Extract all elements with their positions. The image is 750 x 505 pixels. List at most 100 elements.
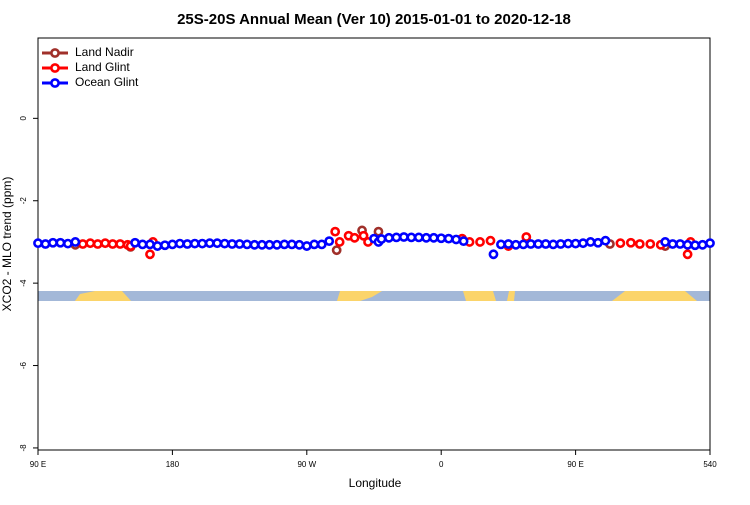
- point: [485, 235, 496, 246]
- point: [137, 239, 148, 250]
- point: [33, 238, 43, 249]
- point: [115, 239, 126, 249]
- land-strip: [612, 291, 697, 301]
- point: [682, 249, 693, 260]
- land-strip: [507, 291, 515, 301]
- point: [301, 241, 312, 251]
- point: [705, 238, 715, 249]
- point: [406, 232, 417, 243]
- y-tick-label: 0: [19, 116, 28, 121]
- point: [40, 239, 51, 249]
- point: [488, 249, 499, 260]
- point: [667, 239, 678, 249]
- point: [330, 226, 341, 237]
- y-tick-label: -4: [19, 279, 28, 287]
- point: [55, 237, 66, 248]
- point: [660, 237, 671, 247]
- legend-marker: [50, 48, 60, 58]
- point: [249, 239, 260, 250]
- point: [242, 239, 252, 250]
- point: [615, 238, 626, 249]
- point: [443, 233, 454, 244]
- point: [555, 239, 566, 249]
- land-strip: [75, 291, 131, 301]
- land-strip: [463, 291, 496, 301]
- point: [257, 239, 267, 250]
- point: [272, 239, 282, 250]
- point: [496, 239, 506, 250]
- legend-marker: [50, 78, 60, 88]
- point: [358, 230, 369, 241]
- point: [675, 239, 686, 249]
- land-strip: [337, 291, 382, 301]
- point: [503, 239, 514, 249]
- point: [563, 238, 574, 249]
- point: [451, 234, 462, 245]
- point: [197, 238, 208, 249]
- point: [62, 238, 73, 249]
- point: [264, 239, 275, 250]
- point: [316, 239, 327, 250]
- point: [600, 235, 611, 246]
- point: [130, 237, 140, 248]
- point: [391, 232, 402, 243]
- point: [585, 237, 596, 247]
- point: [634, 239, 645, 249]
- point: [107, 239, 118, 249]
- point: [48, 237, 58, 248]
- point: [697, 239, 708, 250]
- point: [475, 237, 485, 247]
- legend-marker: [50, 63, 60, 73]
- point: [279, 239, 290, 250]
- point: [421, 232, 432, 243]
- point: [458, 236, 469, 247]
- x-tick-label: 0: [439, 460, 444, 469]
- point: [690, 240, 700, 251]
- point: [533, 239, 544, 249]
- y-tick-label: -8: [19, 444, 28, 452]
- point: [518, 239, 529, 250]
- point: [189, 238, 200, 249]
- land-mask: [38, 291, 710, 301]
- x-tick-label: 90 E: [30, 460, 46, 469]
- legend-label: Ocean Glint: [75, 75, 139, 89]
- point: [376, 234, 387, 244]
- point: [334, 237, 345, 247]
- x-tick-label: 90 W: [297, 460, 316, 469]
- point: [167, 239, 178, 250]
- point: [152, 241, 163, 251]
- point: [145, 239, 155, 250]
- point: [286, 239, 297, 250]
- x-tick-label: 180: [166, 460, 180, 469]
- point: [234, 239, 245, 249]
- chart-title: 25S-20S Annual Mean (Ver 10) 2015-01-01 …: [177, 11, 571, 28]
- point: [540, 239, 551, 249]
- point: [70, 237, 81, 247]
- point: [645, 239, 656, 249]
- point: [682, 239, 693, 250]
- point: [77, 239, 88, 249]
- point: [227, 239, 238, 249]
- ocean-strip: [38, 291, 710, 301]
- point: [331, 245, 342, 256]
- point: [294, 239, 305, 250]
- point: [625, 237, 636, 248]
- point: [324, 236, 335, 247]
- point: [85, 238, 96, 249]
- y-tick-label: -2: [19, 197, 28, 205]
- legend-label: Land Nadir: [75, 45, 134, 59]
- point: [349, 232, 360, 243]
- point: [182, 239, 193, 249]
- point: [384, 232, 394, 243]
- x-tick-label: 90 E: [567, 460, 583, 469]
- x-axis-label: Longitude: [349, 476, 402, 490]
- point: [510, 239, 521, 250]
- point: [436, 233, 447, 244]
- point: [593, 237, 603, 248]
- point: [160, 240, 170, 251]
- point: [548, 239, 559, 250]
- point: [174, 238, 185, 249]
- point: [525, 239, 536, 249]
- legend-label: Land Glint: [75, 60, 130, 74]
- point: [212, 238, 223, 249]
